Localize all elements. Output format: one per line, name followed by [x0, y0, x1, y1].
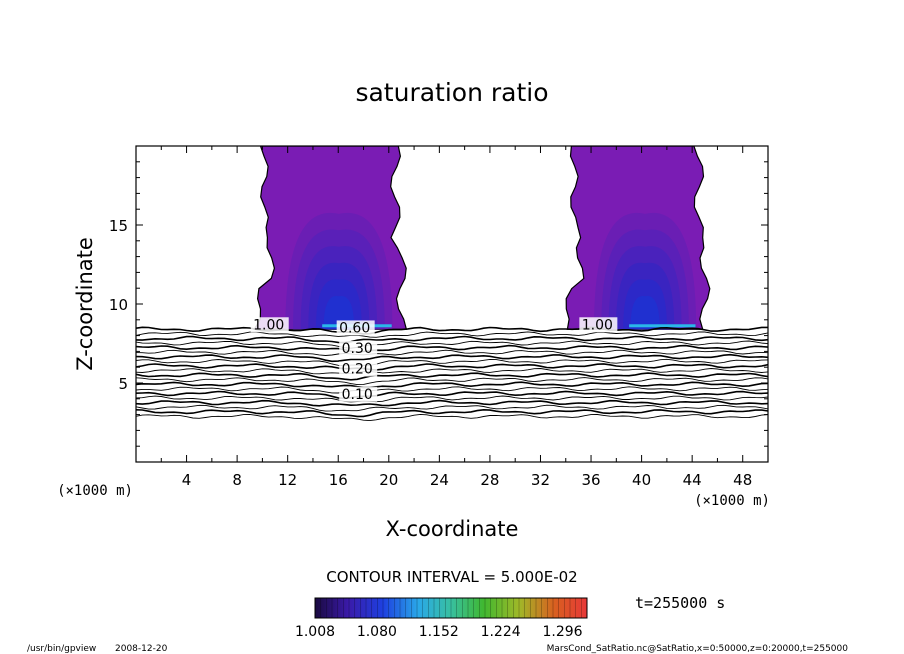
- contour-line: [136, 408, 768, 418]
- footer-source: MarsCond_SatRatio.nc@SatRatio,x=0:50000,…: [547, 644, 849, 654]
- y-unit-label: (×1000 m): [57, 483, 133, 499]
- contour-label-bg: [250, 317, 289, 333]
- contour-line: [136, 335, 768, 344]
- contour-line: [136, 377, 768, 386]
- x-tick-label: 40: [632, 471, 651, 489]
- x-tick-label: 48: [733, 471, 752, 489]
- contour-line: [136, 372, 768, 381]
- footer-date: 2008-12-20: [115, 644, 168, 654]
- colorbar-tick-label: 1.152: [419, 624, 459, 640]
- contour-label-bg: [339, 361, 378, 377]
- contour-label: 0.30: [342, 341, 373, 357]
- contour-label: 0.10: [342, 387, 373, 403]
- contour-line: [136, 358, 768, 366]
- y-axis-label: Z-coordinate: [73, 237, 97, 371]
- x-tick-label: 16: [329, 471, 348, 489]
- contour-label: 0.20: [342, 362, 373, 378]
- contour-line: [136, 331, 768, 338]
- x-unit-label: (×1000 m): [694, 493, 770, 509]
- x-tick-label: 8: [232, 471, 242, 489]
- contour-line: [136, 326, 768, 335]
- colorbar-tick-label: 1.296: [542, 624, 582, 640]
- x-tick-label: 28: [480, 471, 499, 489]
- x-tick-label: 24: [430, 471, 449, 489]
- contour-interval-text: CONTOUR INTERVAL = 5.000E-02: [326, 568, 577, 586]
- chart-title: saturation ratio: [355, 78, 548, 107]
- contour-line: [136, 344, 768, 353]
- colorbar-tick-label: 1.080: [357, 624, 397, 640]
- x-tick-label: 32: [531, 471, 550, 489]
- contour-label-bg: [339, 386, 378, 402]
- contour-line: [136, 368, 768, 375]
- contour-line: [136, 386, 768, 394]
- plot-area: [136, 146, 768, 422]
- contour-label: 1.00: [253, 317, 284, 333]
- x-tick-label: 12: [278, 471, 297, 489]
- y-tick-label: 15: [109, 217, 128, 235]
- contour-line: [136, 395, 768, 403]
- x-tick-label: 4: [182, 471, 192, 489]
- colorbar-tick-label: 1.008: [295, 624, 335, 640]
- x-tick-label: 44: [683, 471, 702, 489]
- time-label: t=255000 s: [635, 594, 725, 612]
- contour-line: [136, 340, 768, 349]
- y-tick-label: 10: [109, 296, 128, 314]
- high-saturation-band: [629, 324, 696, 328]
- saturation-lobe: [630, 296, 660, 330]
- footer-program: /usr/bin/gpview: [27, 644, 96, 654]
- y-tick-label: 5: [118, 375, 128, 393]
- x-axis-label: X-coordinate: [386, 517, 519, 541]
- contour-label-bg: [579, 317, 618, 333]
- contour-line: [136, 349, 768, 356]
- contour-label-bg: [339, 340, 378, 356]
- contour-line: [136, 404, 768, 412]
- contour-line: [136, 413, 768, 422]
- contour-label-bg: [336, 320, 375, 336]
- contour-line: [136, 381, 768, 389]
- x-tick-label: 20: [379, 471, 398, 489]
- contour-label: 0.60: [339, 320, 370, 336]
- contour-line: [136, 399, 768, 407]
- contour-line: [136, 363, 768, 371]
- contour-line: [136, 390, 768, 400]
- colorbar-tick-label: 1.224: [481, 624, 521, 640]
- contour-line: [136, 353, 768, 363]
- x-tick-label: 36: [581, 471, 600, 489]
- contour-label: 1.00: [582, 317, 613, 333]
- colorbar: [314, 597, 588, 619]
